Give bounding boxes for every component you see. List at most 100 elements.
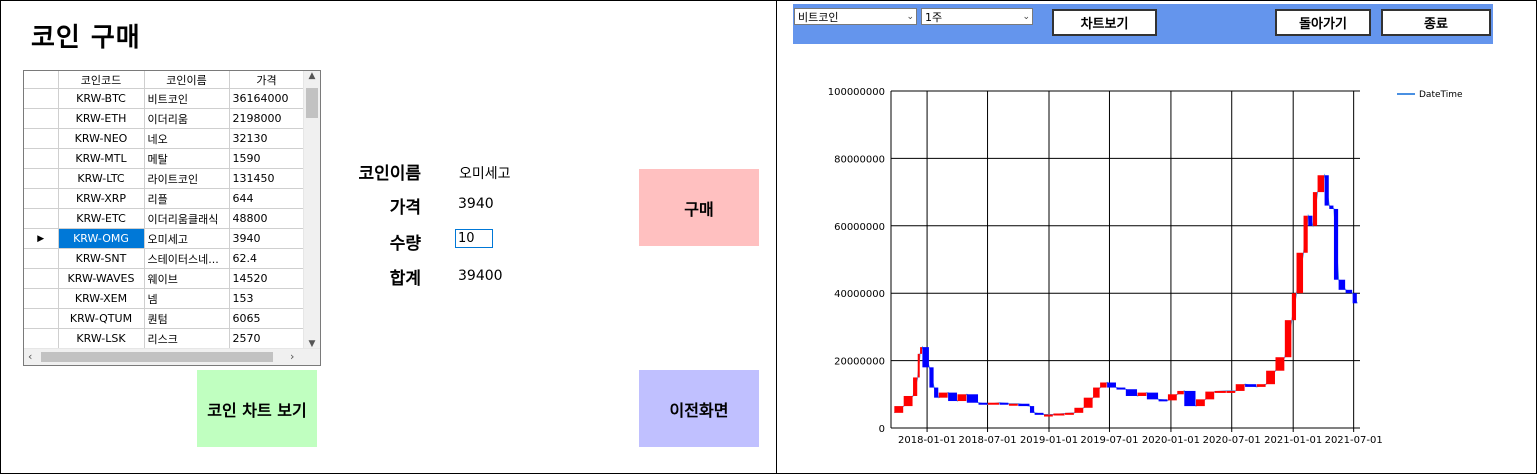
y-tick-label: 100000000 xyxy=(828,87,885,98)
horizontal-scrollbar[interactable]: ‹ › xyxy=(24,348,320,365)
x-tick-label: 2021-07-01 xyxy=(1325,435,1383,446)
column-header-code[interactable]: 코인코드 xyxy=(58,71,145,89)
coin-select[interactable]: 비트코인 ⌄ xyxy=(794,8,917,25)
cell-name[interactable]: 오미세고 xyxy=(144,228,230,249)
cell-name[interactable]: 비트코인 xyxy=(144,88,230,109)
vertical-scrollbar[interactable]: ▲ ▼ xyxy=(303,71,320,349)
buy-button[interactable]: 구매 xyxy=(639,169,759,246)
cell-code[interactable]: KRW-SNT xyxy=(58,248,145,269)
table-row[interactable]: KRW-WAVES 웨이브 14520 xyxy=(24,268,305,289)
row-header[interactable] xyxy=(24,148,59,169)
row-header[interactable] xyxy=(24,308,59,329)
cell-code[interactable]: KRW-XRP xyxy=(58,188,145,209)
row-header[interactable] xyxy=(24,188,59,209)
column-header-name[interactable]: 코인이름 xyxy=(144,71,230,89)
horizontal-scroll-thumb[interactable] xyxy=(41,352,273,362)
coin-grid[interactable]: 코인코드 코인이름 가격 KRW-BTC 비트코인 36164000 KRW-ETH 이… xyxy=(23,70,321,366)
cell-code[interactable]: KRW-ETH xyxy=(58,108,145,129)
cell-price[interactable]: 3940 xyxy=(229,228,305,249)
scroll-up-icon[interactable]: ▲ xyxy=(308,71,316,81)
row-header[interactable] xyxy=(24,168,59,189)
row-header[interactable] xyxy=(24,108,59,129)
cell-price[interactable]: 644 xyxy=(229,188,305,209)
cell-name[interactable]: 라이트코인 xyxy=(144,168,230,189)
cell-code[interactable]: KRW-WAVES xyxy=(58,268,145,289)
coin-chart-button[interactable]: 코인 차트 보기 xyxy=(197,370,317,447)
cell-price[interactable]: 2198000 xyxy=(229,108,305,129)
vertical-scroll-thumb[interactable] xyxy=(306,88,318,118)
candle xyxy=(1116,387,1126,390)
cell-price[interactable]: 62.4 xyxy=(229,248,305,269)
price-chart: 0 20000000 40000000 60000000 80000000 1000000… xyxy=(828,87,1463,446)
candle xyxy=(1195,399,1205,407)
table-row[interactable]: KRW-XEM 넴 153 xyxy=(24,288,305,309)
view-chart-button[interactable]: 차트보기 xyxy=(1052,9,1157,36)
quantity-input[interactable]: 10 xyxy=(455,229,493,248)
cell-price[interactable]: 36164000 xyxy=(229,88,305,109)
cell-code[interactable]: KRW-LSK xyxy=(58,328,145,349)
cell-price[interactable]: 32130 xyxy=(229,128,305,149)
cell-name[interactable]: 퀀텀 xyxy=(144,308,230,329)
cell-code[interactable]: KRW-QTUM xyxy=(58,308,145,329)
candle xyxy=(1226,390,1236,393)
cell-price[interactable]: 153 xyxy=(229,288,305,309)
cell-name[interactable]: 리플 xyxy=(144,188,230,209)
cell-name[interactable]: 스테이터스네... xyxy=(144,248,230,269)
table-row[interactable]: KRW-MTL 메탈 1590 xyxy=(24,148,305,169)
series-line xyxy=(894,173,1358,416)
table-row[interactable]: KRW-ETH 이더리움 2198000 xyxy=(24,108,305,129)
row-header[interactable] xyxy=(24,328,59,349)
total-label: 합계 xyxy=(389,269,421,289)
row-header[interactable] xyxy=(24,88,59,109)
table-row[interactable]: KRW-XRP 리플 644 xyxy=(24,188,305,209)
cell-code[interactable]: KRW-LTC xyxy=(58,168,145,189)
table-row[interactable]: KRW-NEO 네오 32130 xyxy=(24,128,305,149)
cell-code[interactable]: KRW-NEO xyxy=(58,128,145,149)
scroll-left-icon[interactable]: ‹ xyxy=(28,350,33,363)
cell-name[interactable]: 이더리움클래식 xyxy=(144,208,230,229)
cell-price[interactable]: 6065 xyxy=(229,308,305,329)
row-header[interactable] xyxy=(24,248,59,269)
cell-code[interactable]: KRW-BTC xyxy=(58,88,145,109)
candle xyxy=(1308,215,1313,226)
coin-select-value: 비트코인 xyxy=(798,11,839,24)
candle xyxy=(1317,175,1325,193)
cell-name[interactable]: 메탈 xyxy=(144,148,230,169)
row-header[interactable] xyxy=(24,288,59,309)
exit-button[interactable]: 종료 xyxy=(1381,9,1491,36)
cell-code[interactable]: KRW-MTL xyxy=(58,148,145,169)
go-back-button[interactable]: 돌아가기 xyxy=(1275,9,1371,36)
cell-price[interactable]: 14520 xyxy=(229,268,305,289)
grid-header-row: 코인코드 코인이름 가격 xyxy=(24,71,305,89)
cell-name[interactable]: 리스크 xyxy=(144,328,230,349)
cell-price[interactable]: 48800 xyxy=(229,208,305,229)
period-select[interactable]: 1주 ⌄ xyxy=(921,8,1033,25)
previous-screen-button[interactable]: 이전화면 xyxy=(639,370,759,447)
table-row[interactable]: KRW-ETC 이더리움클래식 48800 xyxy=(24,208,305,229)
candle xyxy=(913,377,918,396)
row-header[interactable] xyxy=(24,128,59,149)
cell-name[interactable]: 네오 xyxy=(144,128,230,149)
row-header[interactable] xyxy=(24,268,59,289)
table-row[interactable]: KRW-SNT 스테이터스네... 62.4 xyxy=(24,248,305,269)
table-row[interactable]: KRW-LTC 라이트코인 131450 xyxy=(24,168,305,189)
table-row[interactable]: KRW-BTC 비트코인 36164000 xyxy=(24,88,305,109)
cell-price[interactable]: 131450 xyxy=(229,168,305,189)
cell-name[interactable]: 넴 xyxy=(144,288,230,309)
cell-code[interactable]: KRW-ETC xyxy=(58,208,145,229)
cell-code[interactable]: KRW-OMG xyxy=(58,228,145,249)
cell-price[interactable]: 2570 xyxy=(229,328,305,349)
row-pointer-icon[interactable]: ▶ xyxy=(24,228,59,249)
row-header[interactable] xyxy=(24,208,59,229)
cell-name[interactable]: 이더리움 xyxy=(144,108,230,129)
y-tick-label: 80000000 xyxy=(834,154,885,165)
table-row[interactable]: KRW-QTUM 퀀텀 6065 xyxy=(24,308,305,329)
scroll-down-icon[interactable]: ▼ xyxy=(308,339,316,349)
scroll-right-icon[interactable]: › xyxy=(290,350,295,363)
column-header-price[interactable]: 가격 xyxy=(229,71,305,89)
table-row[interactable]: ▶ KRW-OMG 오미세고 3940 xyxy=(24,228,305,249)
cell-code[interactable]: KRW-XEM xyxy=(58,288,145,309)
cell-name[interactable]: 웨이브 xyxy=(144,268,230,289)
table-row[interactable]: KRW-LSK 리스크 2570 xyxy=(24,328,305,349)
cell-price[interactable]: 1590 xyxy=(229,148,305,169)
